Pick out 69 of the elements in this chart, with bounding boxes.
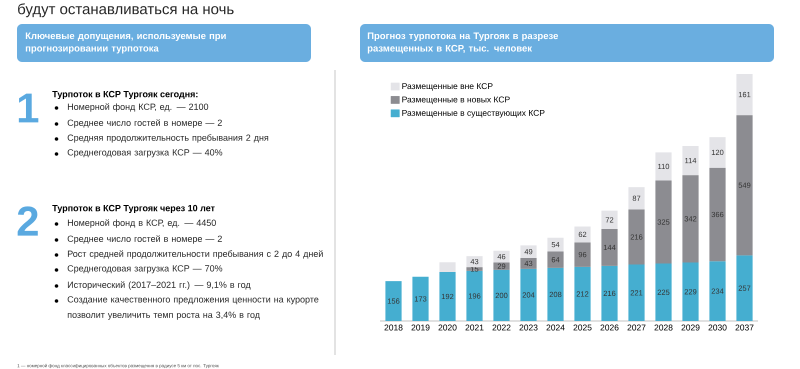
text: 2 [18, 206, 38, 236]
bar [628, 187, 645, 210]
x-tick-label: 2018 [384, 324, 403, 331]
bar [547, 252, 564, 268]
bar [628, 209, 645, 265]
bar [412, 276, 429, 321]
chart-title: Прогноз турпотока на Тургояк в разрезе размещенных в КСР, тыс. человек [368, 32, 558, 54]
text: Рост средней продолжительности пребывания с 2 до 4 дней [68, 250, 323, 259]
bar [736, 115, 753, 256]
bar [682, 146, 699, 176]
bar [736, 255, 753, 321]
bar [655, 264, 672, 321]
bar [520, 245, 537, 258]
x-tick-label: 2027 [628, 324, 646, 331]
bar [628, 264, 645, 321]
bar [736, 74, 753, 116]
text: Среднее число гостей в номере — 2 [68, 119, 222, 128]
bar [709, 261, 726, 321]
text: Средняя продолжительность пребывания 2 дня [68, 134, 268, 143]
bar [439, 272, 456, 321]
bar [466, 270, 483, 321]
bar [655, 152, 672, 181]
text: Номерной фонд в КСР, ед. — 4450 [68, 219, 216, 228]
bar [574, 226, 591, 242]
bar [601, 210, 618, 230]
x-tick-label: 2037 [736, 324, 754, 331]
legend-label: Размещенные в новых КСР [402, 96, 510, 104]
text: Ключевые допущения, используемые при прогнозировании турпотока [26, 32, 226, 54]
bar [520, 268, 537, 321]
bar [466, 267, 483, 271]
legend-label: Размещенные вне КСР [402, 83, 493, 91]
bar [547, 268, 564, 321]
bar [601, 266, 618, 321]
bar [682, 175, 699, 263]
x-tick-label: 2022 [492, 324, 510, 331]
x-tick-label: 2024 [546, 324, 565, 331]
x-tick-label: 2026 [600, 324, 619, 331]
x-tick-label: 2019 [412, 324, 430, 331]
bar [601, 229, 618, 266]
text: 1 [18, 94, 38, 122]
bar [574, 266, 591, 321]
bar [709, 137, 726, 168]
x-tick-label: 2023 [520, 324, 538, 331]
bar [574, 242, 591, 267]
bar [520, 258, 537, 269]
x-tick-label: 2021 [466, 324, 484, 331]
text: Турпоток в КСР Тургояк через 10 лет [52, 204, 215, 214]
bar [466, 256, 483, 268]
text: Исторический (2017–2021 гг.) — 9,1% в год [68, 281, 251, 290]
bar [682, 262, 699, 321]
x-tick-label: 2028 [654, 324, 673, 331]
x-tick-label: 2029 [682, 324, 700, 331]
x-tick-label: 2020 [438, 324, 457, 331]
bar [385, 281, 402, 321]
x-tick-label: 2025 [574, 324, 592, 331]
text: Турпоток в КСР Тургояк сегодня: [52, 90, 198, 100]
bar [493, 270, 510, 321]
text: Среднегодовая загрузка КСР — 40% [68, 149, 222, 158]
text: будут останавливаться на ночь [18, 3, 234, 18]
legend-label: Размещенные в существующих КСР [402, 110, 544, 118]
bar [655, 180, 672, 264]
text: Среднее число гостей в номере — 2 [68, 235, 222, 244]
text: Создание качественного предложения ценности на курорте позволит увеличить темп роста на 3,4% в год [68, 296, 318, 320]
text: Номерной фонд КСР, ед. — 2100 [68, 103, 208, 112]
x-tick-label: 2030 [708, 324, 727, 331]
bar [709, 168, 726, 262]
bar [439, 262, 456, 272]
bar [547, 238, 564, 252]
text: Среднегодовая загрузка КСР — 70% [68, 265, 222, 274]
